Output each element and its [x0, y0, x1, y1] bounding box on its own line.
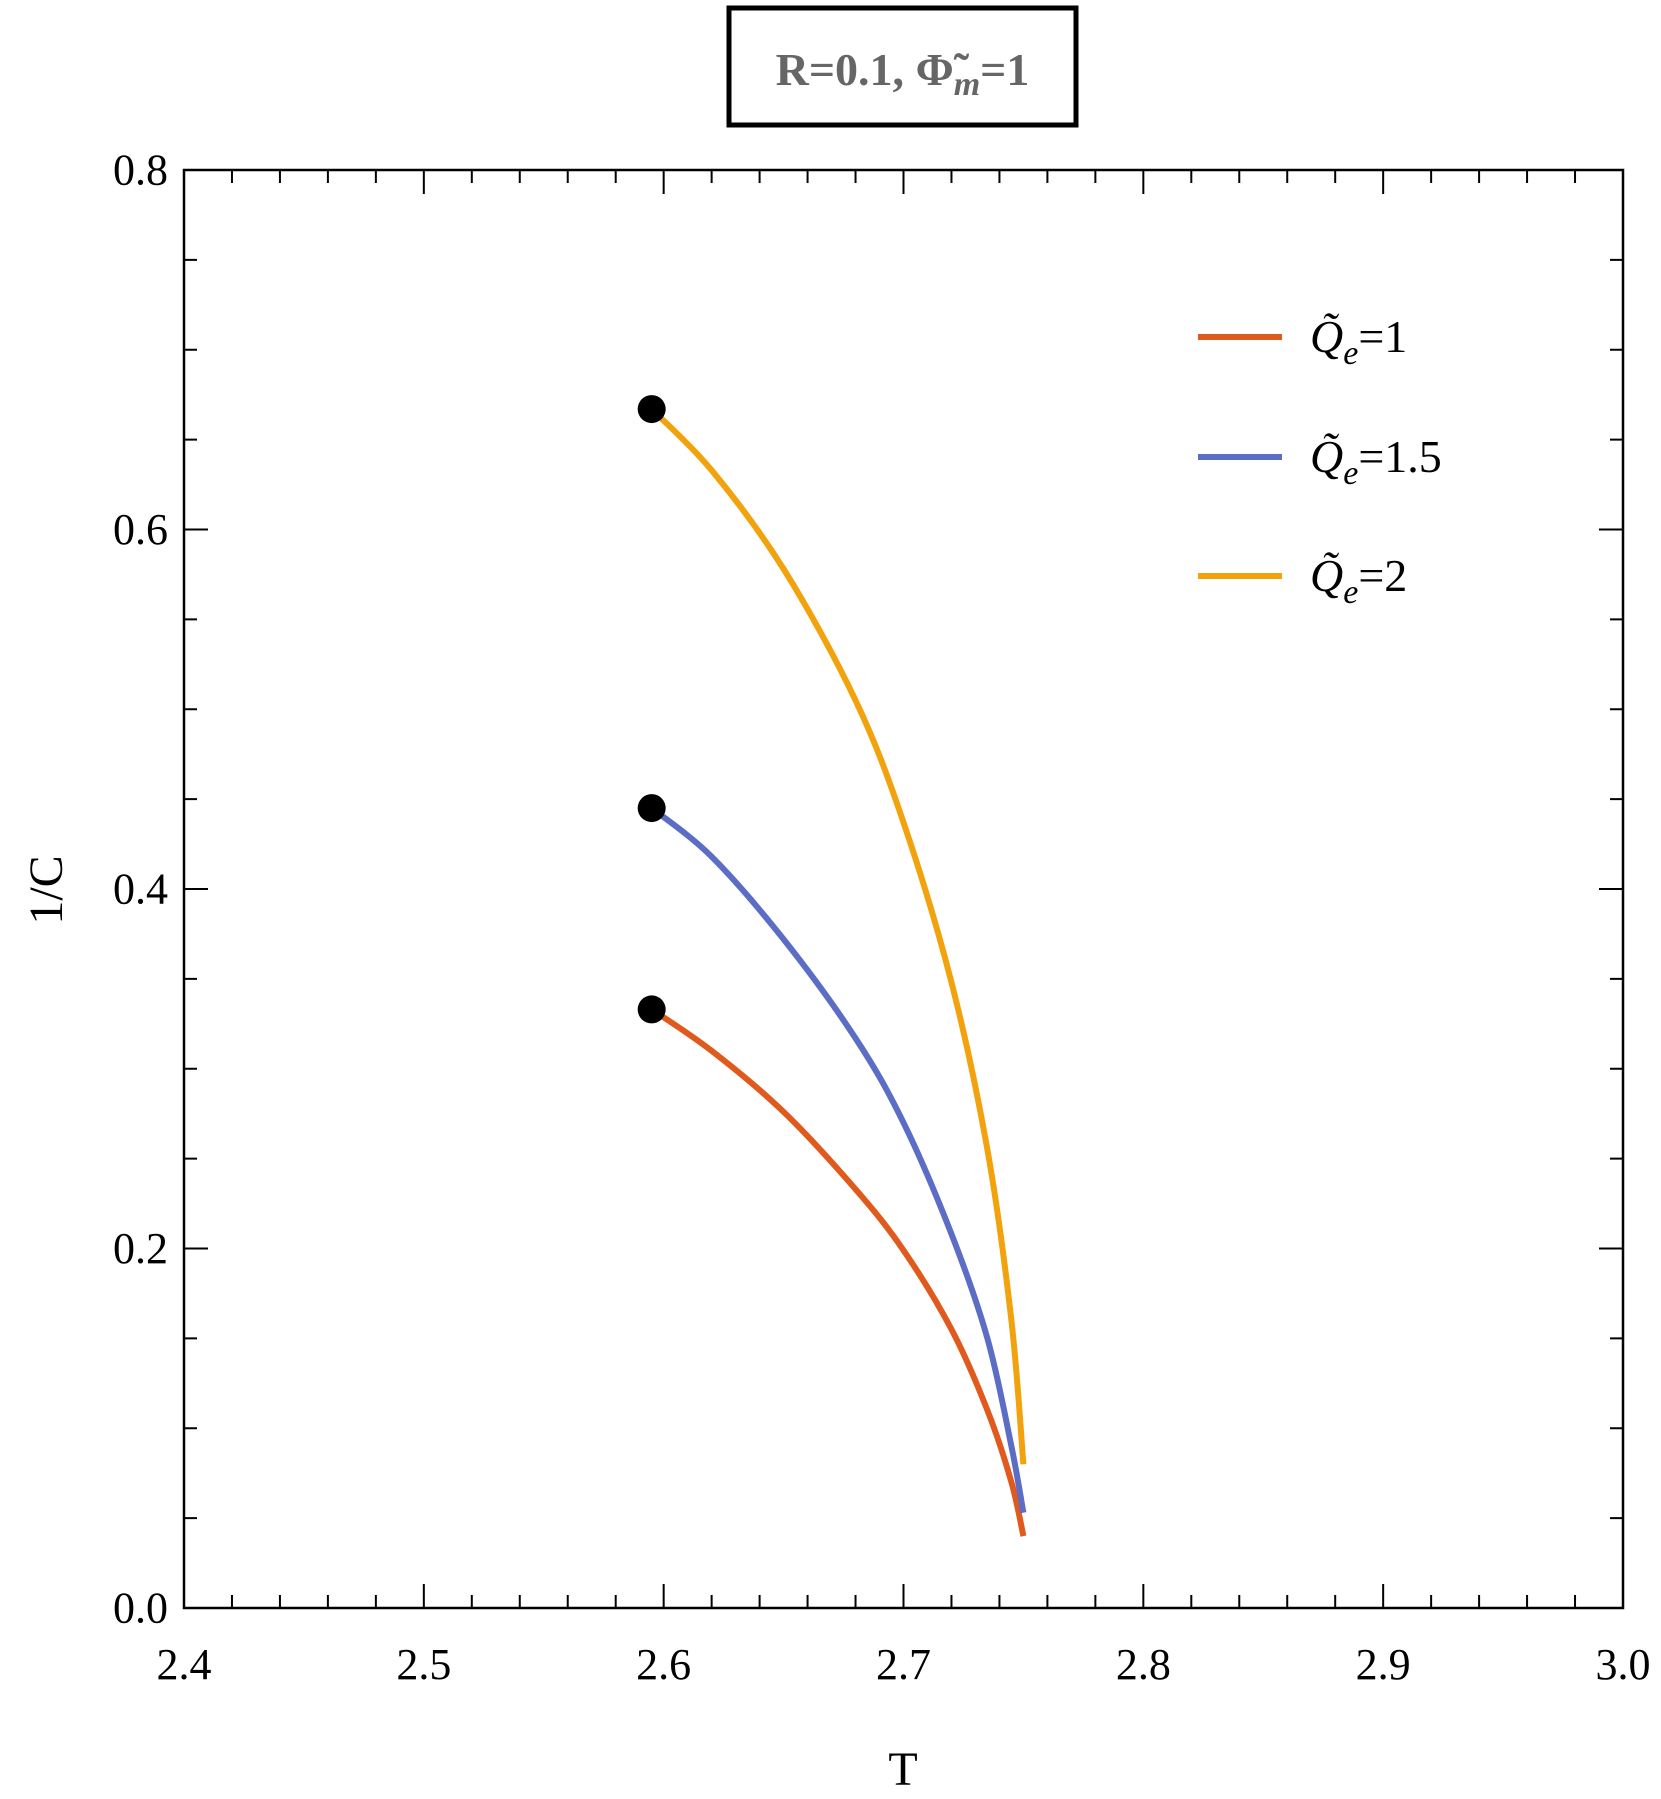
critical-point-marker	[637, 995, 666, 1024]
y-tick-label: 0.0	[113, 1584, 168, 1633]
series-line-1	[649, 1006, 1027, 1537]
y-tick-labels: 0.0 0.2 0.4 0.6 0.8	[113, 146, 168, 1633]
title-box: R=0.1, Φ̃m=1	[726, 5, 1079, 128]
legend-label-qe-2: Q̃e=2	[1310, 550, 1407, 611]
legend: Q̃e=1 Q̃e=1.5 Q̃e=2	[1198, 311, 1442, 611]
series-line-3	[649, 406, 1027, 1465]
x-tick-label: 2.4	[157, 1640, 212, 1689]
y-tick-label: 0.6	[113, 505, 168, 554]
y-axis-label: 1/C	[20, 855, 73, 924]
x-tick-labels: 2.4 2.5 2.6 2.7 2.8 2.9 3.0	[157, 1640, 1651, 1689]
critical-point-marker	[637, 395, 666, 424]
x-tick-label: 2.5	[396, 1640, 451, 1689]
critical-point-marker	[637, 794, 666, 823]
y-tick-label: 0.8	[113, 146, 168, 195]
x-tick-label: 2.7	[876, 1640, 931, 1689]
critical-point-markers	[637, 395, 666, 1024]
y-tick-label: 0.4	[113, 865, 168, 914]
x-tick-label: 2.6	[636, 1640, 691, 1689]
series-lines	[649, 406, 1027, 1537]
x-axis-label: T	[888, 1743, 917, 1796]
plot-frame	[182, 168, 1625, 1610]
x-tick-label: 3.0	[1596, 1640, 1651, 1689]
series-line-2	[649, 805, 1027, 1514]
y-tick-label: 0.2	[113, 1224, 168, 1273]
x-tick-label: 2.9	[1356, 1640, 1411, 1689]
axis-ticks	[183, 169, 1624, 1609]
chart-title: R=0.1, Φ̃m=1	[776, 44, 1030, 103]
title-frame	[726, 5, 1079, 128]
x-tick-label: 2.8	[1116, 1640, 1171, 1689]
legend-label-qe-1-5: Q̃e=1.5	[1310, 431, 1442, 492]
legend-label-qe-1: Q̃e=1	[1310, 311, 1407, 372]
